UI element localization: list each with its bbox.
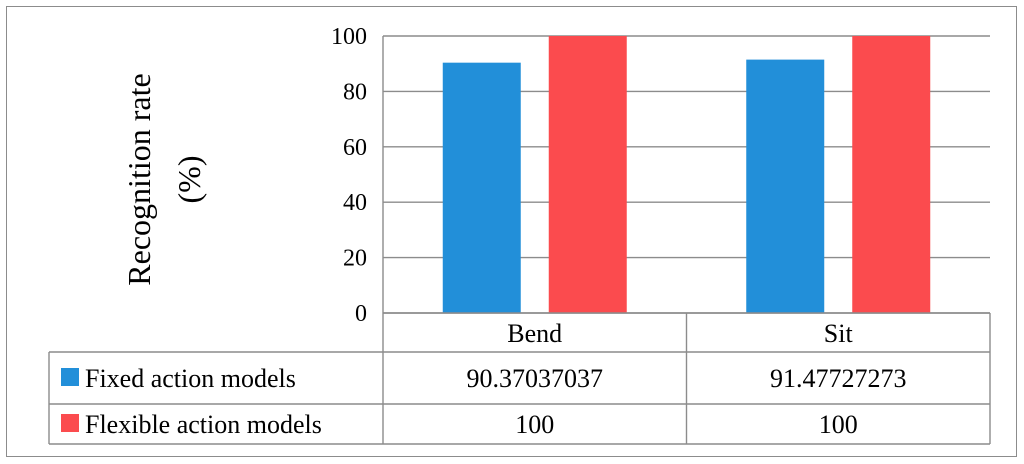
table-value: 90.37037037 — [467, 364, 604, 393]
y-tick-label: 60 — [343, 135, 367, 161]
y-tick-label: 20 — [343, 246, 367, 272]
legend-swatch — [61, 414, 79, 432]
legend-label: Flexible action models — [85, 410, 322, 439]
y-axis-label-line-2: (%) — [171, 156, 207, 204]
table-value: 100 — [515, 410, 554, 439]
y-tick-label: 0 — [355, 301, 367, 327]
bars — [442, 36, 931, 313]
x-category-label: Sit — [824, 319, 854, 348]
bar-sit-series-2 — [852, 36, 931, 313]
data-table: Bend Sit Fixed action models 90.37037037 91.… — [48, 312, 991, 445]
table-value: 91.47727273 — [770, 364, 907, 393]
bar-sit-series-1 — [746, 59, 825, 313]
y-tick-label: 40 — [343, 190, 367, 216]
bar-bend-series-1 — [442, 62, 521, 313]
legend-label: Fixed action models — [85, 364, 296, 393]
table-value: 100 — [819, 410, 858, 439]
y-axis-label: Recognition rate (%) — [121, 73, 207, 285]
bar-bend-series-2 — [548, 36, 627, 313]
y-axis-label-line-1: Recognition rate — [121, 73, 157, 285]
legend-swatch — [61, 368, 79, 386]
x-category-label: Bend — [507, 319, 562, 348]
y-axis-ticks: 0 20 40 60 80 100 — [331, 24, 367, 327]
y-tick-label: 100 — [331, 24, 367, 50]
y-tick-label: 80 — [343, 79, 367, 105]
